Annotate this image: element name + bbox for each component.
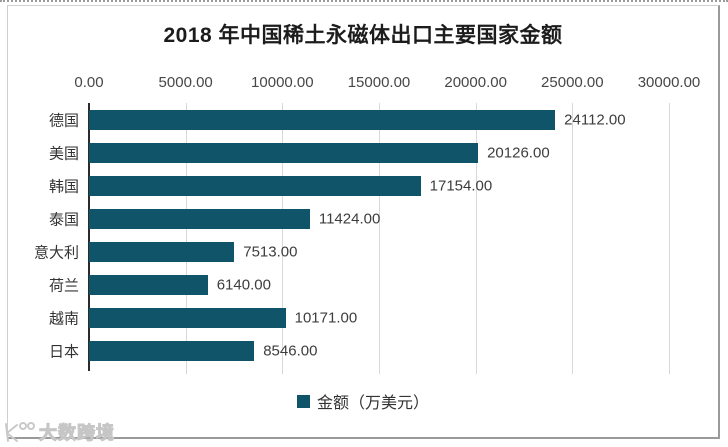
bar-row: 美国 20126.00 [49, 136, 669, 169]
bar-row: 德国 24112.00 [49, 103, 669, 136]
plot-area: 德国 24112.00 美国 20126.00 韩国 17154.00 泰国 11424.00… [34, 103, 670, 374]
y-axis-line [88, 103, 90, 371]
category-label: 越南 [48, 310, 79, 328]
x-tick-label: 10000.00 [251, 74, 314, 91]
x-tick-label: 0.00 [74, 74, 104, 91]
value-label: 8546.00 [263, 342, 318, 360]
gridline [669, 103, 670, 374]
value-label: 20126.00 [487, 144, 550, 162]
gridline [379, 103, 380, 374]
bar-rows: 德国 24112.00 美国 20126.00 韩国 17154.00 泰国 11424.00… [34, 103, 669, 368]
category-label: 韩国 [48, 178, 79, 196]
legend-swatch [296, 394, 310, 408]
x-tick-label: 20000.00 [444, 74, 507, 91]
gridline [282, 103, 284, 374]
bar-row: 荷兰 6140.00 [49, 269, 669, 302]
bar [89, 242, 235, 263]
x-tick-label: 5000.00 [158, 74, 213, 91]
watermark-logo-icon [5, 422, 35, 442]
bar-row: 泰国 11424.00 [49, 202, 669, 235]
watermark: 大数跨境 [2, 420, 115, 444]
bar-row: 越南 10171.00 [49, 302, 669, 335]
x-axis-tick-row: 0.00 5000.00 10000.00 15000.00 20000.00 25000… [74, 74, 700, 92]
bar-row: 日本 8546.00 [49, 335, 669, 368]
x-tick-label: 30000.00 [637, 74, 701, 91]
bar [89, 175, 421, 196]
bar [89, 142, 479, 163]
value-label: 10171.00 [294, 309, 358, 327]
legend: 金额（万美元） [8, 389, 718, 413]
category-label: 德国 [48, 112, 79, 130]
bar [89, 341, 255, 362]
watermark-text: 大数跨境 [39, 423, 115, 444]
category-label: 美国 [48, 145, 79, 163]
value-label: 11424.00 [318, 210, 381, 228]
x-tick-label: 25000.00 [541, 74, 604, 91]
value-label: 7513.00 [243, 243, 298, 261]
bar [89, 109, 556, 130]
value-label: 17154.00 [429, 177, 493, 195]
bar [89, 275, 208, 296]
x-tick-label: 15000.00 [347, 74, 411, 91]
chart-title: 2018 年中国稀土永磁体出口主要国家金额 [163, 24, 563, 47]
value-label: 24112.00 [564, 111, 626, 129]
page-top-divider [0, 0, 728, 2]
value-label: 6140.00 [216, 276, 271, 294]
gridline [185, 103, 187, 374]
category-label: 泰国 [48, 211, 79, 229]
gridline [572, 103, 574, 374]
bar-row: 意大利 7513.00 [34, 236, 669, 269]
bar [89, 208, 310, 229]
category-label: 意大利 [33, 244, 79, 262]
bar [89, 308, 286, 329]
category-label: 荷兰 [48, 277, 79, 295]
gridline [475, 103, 477, 374]
chart-frame: 2018 年中国稀土永磁体出口主要国家金额 0.00 5000.00 10000.0… [7, 5, 720, 439]
bar-row: 韩国 17154.00 [49, 169, 669, 202]
category-label: 日本 [48, 343, 79, 361]
legend-label: 金额（万美元） [316, 395, 429, 412]
